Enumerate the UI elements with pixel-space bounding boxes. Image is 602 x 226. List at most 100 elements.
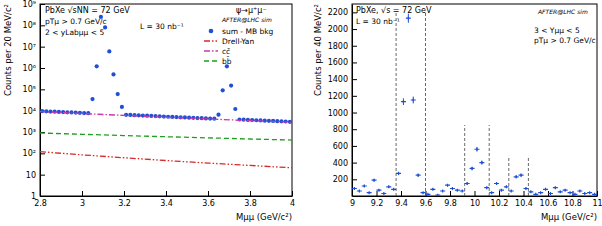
- data-point: [425, 193, 430, 196]
- y-tick-label: 1000: [328, 109, 348, 118]
- y-tick-label: 600: [333, 142, 348, 151]
- annotation: ψ→μ⁺μ⁻: [236, 6, 267, 15]
- x-tick-mark: [450, 191, 451, 196]
- plot-frame: [40, 4, 292, 196]
- annotation: pTμ > 0.7 GeV/c: [45, 17, 107, 26]
- data-point: [229, 83, 233, 87]
- mass-window-line: [396, 12, 397, 196]
- x-tick-mark: [377, 191, 378, 196]
- y-tick: 10⁸: [23, 21, 45, 30]
- data-point: [116, 92, 120, 96]
- data-point: [376, 189, 381, 192]
- y-axis-line: [352, 5, 353, 197]
- data-point: [90, 97, 94, 101]
- x-tick-label: 10.4: [515, 199, 533, 208]
- x-tick-label: 4: [290, 199, 295, 208]
- x-axis: 2.833.23.43.63.84: [34, 191, 295, 208]
- plot-area: [352, 12, 597, 196]
- data-point: [514, 175, 519, 178]
- x-tick-label: 3.2: [118, 199, 131, 208]
- data-point: [582, 192, 587, 195]
- x-tick: 3.4: [160, 191, 173, 208]
- data-point: [430, 188, 435, 191]
- y-tick: 1400: [328, 75, 357, 84]
- data-point: [352, 187, 357, 190]
- y-tick-label: 1800: [328, 42, 348, 51]
- y-tick: 1600: [328, 58, 357, 67]
- y-tick-label: 200: [333, 175, 348, 184]
- x-tick-label: 3.4: [160, 199, 173, 208]
- annotation: PbXe √sNN = 72 GeV: [45, 6, 130, 15]
- y-tick-mark: [40, 4, 45, 5]
- y-tick-label: 10⁹: [23, 0, 36, 9]
- annotation: L = 30 nb⁻¹: [356, 17, 400, 26]
- data-point: [111, 72, 115, 76]
- data-point: [538, 191, 543, 194]
- data-point: [381, 192, 386, 195]
- data-point: [543, 188, 548, 191]
- y-tick-label: 2200: [328, 8, 348, 17]
- data-point: [74, 111, 78, 115]
- data-point: [95, 64, 99, 68]
- x-tick-label: 3.8: [244, 199, 257, 208]
- legend: sum - MB bkgDrell-Yancc̄bb̄: [204, 27, 274, 66]
- data-point: [221, 88, 225, 92]
- y-tick-label: 2000: [328, 25, 348, 34]
- x-tick-mark: [166, 191, 167, 196]
- series-line: [40, 133, 292, 140]
- data-point: [563, 189, 568, 192]
- mass-window-line: [464, 125, 465, 196]
- y-tick-label: 10⁵: [23, 85, 36, 94]
- y-tick-mark: [40, 89, 45, 90]
- y-tick: 1800: [328, 42, 357, 51]
- x-tick-mark: [573, 191, 574, 196]
- x-tick-label: 9.4: [395, 199, 408, 208]
- x-tick: 10.8: [564, 191, 582, 208]
- x-tick: 10.4: [515, 191, 533, 208]
- data-point: [401, 100, 406, 103]
- data-point: [396, 172, 401, 175]
- data-point: [592, 193, 597, 196]
- legend-swatch: [204, 50, 218, 51]
- y-tick-mark: [352, 163, 357, 164]
- y-tick: 200: [333, 175, 357, 184]
- legend-label: sum - MB bkg: [222, 27, 274, 36]
- y-tick-mark: [352, 62, 357, 63]
- data-point: [484, 186, 489, 189]
- data-point: [391, 188, 396, 191]
- data-point: [153, 114, 157, 118]
- legend-swatch: [204, 40, 218, 41]
- y-tick-mark: [352, 146, 357, 147]
- y-tick-mark: [352, 79, 357, 80]
- series-line: [40, 152, 292, 168]
- annotation: AFTER@LHC sim: [537, 8, 588, 16]
- data-point: [587, 191, 592, 194]
- y-tick-label: 10⁶: [23, 64, 36, 73]
- data-point: [577, 189, 582, 192]
- y-tick-mark: [352, 129, 357, 130]
- y-tick: 1: [31, 192, 45, 201]
- y-axis: 11010²10³10⁴10⁵10⁶10⁷10⁸10⁹: [23, 0, 45, 201]
- y-tick-label: 10²: [23, 149, 36, 158]
- data-point: [519, 174, 524, 177]
- x-tick: 10.2: [491, 191, 509, 208]
- y-tick-label: 10⁴: [23, 107, 36, 116]
- y-tick: 10⁶: [23, 64, 45, 73]
- data-point: [553, 186, 558, 189]
- data-point: [246, 118, 250, 122]
- x-tick-mark: [597, 191, 598, 196]
- data-point: [107, 49, 111, 53]
- data-point: [548, 192, 553, 195]
- x-tick: 3.6: [202, 191, 215, 208]
- data-point: [120, 105, 124, 109]
- y-tick-mark: [40, 153, 45, 154]
- data-point: [479, 161, 484, 164]
- y-tick: 10⁹: [23, 0, 45, 9]
- data-point: [137, 113, 141, 117]
- data-point: [445, 184, 450, 187]
- x-tick: 11: [592, 191, 602, 208]
- data-point: [455, 189, 460, 192]
- x-tick-label: 10: [470, 199, 480, 208]
- data-point: [372, 179, 377, 182]
- x-tick: 9.4: [395, 191, 408, 208]
